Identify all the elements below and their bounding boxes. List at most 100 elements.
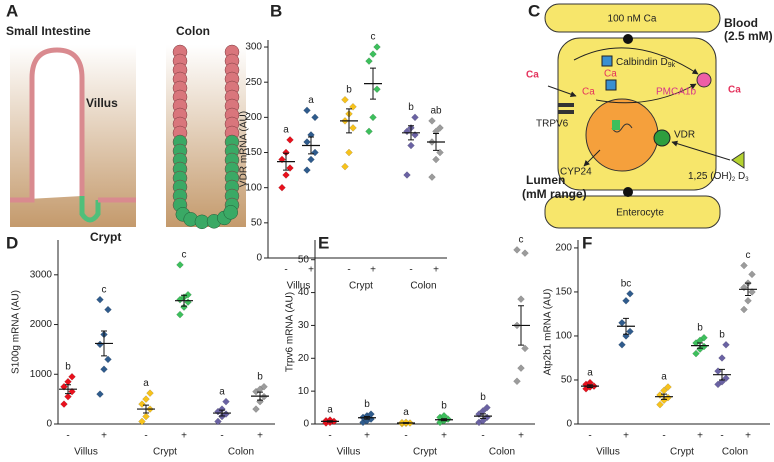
significance-letter: b [719, 329, 725, 340]
y-tick-label: 300 [245, 42, 262, 53]
significance-letter: b [65, 361, 71, 372]
blood-ca-label: 100 nM Ca [608, 14, 657, 25]
colon-crypt [172, 44, 240, 230]
significance-letter: a [143, 378, 149, 389]
villus-label: Villus [86, 96, 118, 110]
x-tick-label: + [441, 431, 447, 442]
x-tick-label: - [220, 431, 223, 442]
data-point [513, 377, 521, 386]
data-point [96, 295, 104, 304]
error-bar [719, 368, 725, 381]
data-point [692, 349, 700, 358]
data-point [436, 124, 444, 132]
y-tick-label: 200 [555, 243, 572, 254]
data-point [278, 183, 286, 192]
data-point [60, 400, 68, 408]
data-point [303, 106, 311, 115]
x-tick-label: + [101, 431, 107, 442]
x-tick-label: - [404, 431, 407, 442]
blood-conc: (2.5 mM) [724, 29, 773, 43]
y-tick-label: 40 [298, 287, 310, 298]
data-point [311, 148, 319, 157]
data-point [64, 377, 72, 386]
significance-letter: b [346, 84, 352, 95]
error-bar [101, 330, 107, 357]
blood-compartment [544, 3, 721, 33]
x-tick-label: + [745, 431, 751, 442]
group-label: Colon [228, 447, 254, 458]
data-point [222, 397, 230, 406]
data-point [521, 344, 529, 353]
calbindin-sub: 9k [668, 62, 676, 69]
epithelial-cell [223, 205, 238, 220]
data-point [700, 333, 708, 342]
data-point [479, 416, 487, 425]
data-point [618, 340, 626, 349]
data-point [104, 305, 112, 314]
group-label: Colon [489, 447, 515, 458]
data-point [68, 387, 76, 396]
pmca-label: PMCA1b [656, 87, 696, 98]
data-point [740, 305, 748, 314]
error-bar [65, 384, 71, 395]
data-point [618, 318, 626, 327]
y-tick-label: 0 [256, 253, 262, 264]
vitd-sub: 2 [732, 177, 736, 183]
x-tick-label: - [662, 431, 665, 442]
error-bar [308, 136, 314, 155]
data-point [138, 400, 146, 408]
arrow [573, 47, 699, 75]
tight-junction [623, 34, 633, 44]
data-point [432, 155, 440, 164]
x-tick-label: - [481, 431, 484, 442]
error-bar [346, 108, 352, 134]
data-point [341, 162, 349, 171]
data-point [307, 155, 315, 164]
x-tick-label: - [284, 265, 287, 276]
error-bar [364, 415, 370, 420]
y-tick-label: 150 [555, 287, 572, 298]
calbindin-text: Calbindin D [616, 57, 668, 68]
pmca-pump [696, 72, 712, 88]
vitd-text: D [735, 171, 745, 182]
diagram-title: Small Intestine [6, 24, 91, 38]
trpv6-channel [558, 110, 574, 114]
significance-letter: c [182, 250, 187, 261]
y-tick-label: 10 [298, 386, 310, 397]
x-tick-label: - [347, 265, 350, 276]
data-point [748, 270, 756, 279]
data-point [411, 131, 419, 139]
group-label: Villus [74, 447, 98, 458]
data-point [626, 289, 634, 298]
lumen-label: Lumen [526, 173, 565, 187]
data-point [64, 392, 72, 401]
data-point [176, 310, 184, 319]
arrow [583, 149, 601, 167]
significance-letter: bc [621, 278, 632, 289]
data-point [369, 50, 377, 58]
vitd-sub: 3 [745, 177, 749, 183]
y-tick-label: 1000 [30, 369, 53, 380]
error-bar [403, 422, 409, 424]
data-point [96, 340, 104, 349]
vdr-complex [612, 120, 620, 130]
data-point [483, 403, 491, 412]
significance-letter: b [408, 102, 414, 113]
error-bar [587, 384, 593, 388]
data-point [282, 171, 290, 179]
group-label: Crypt [413, 447, 437, 458]
significance-letter: b [697, 322, 703, 333]
group-label: Crypt [153, 447, 177, 458]
crypt-label: Crypt [90, 230, 121, 244]
y-tick-label: 20 [298, 353, 310, 364]
panel-label: E [318, 233, 329, 252]
y-tick-label: 50 [298, 254, 310, 265]
data-point [369, 113, 377, 122]
data-point [722, 340, 730, 349]
error-bar [327, 420, 333, 423]
y-tick-label: 0 [566, 419, 572, 430]
y-tick-label: 0 [46, 419, 52, 430]
data-point [303, 138, 311, 146]
error-bar [433, 133, 439, 151]
